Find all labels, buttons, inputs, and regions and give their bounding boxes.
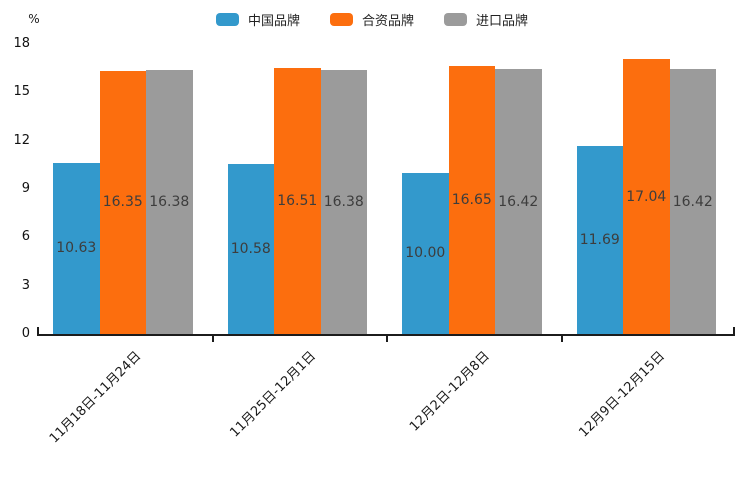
bar-value-label: 16.38: [323, 194, 364, 211]
legend-item-joint[interactable]: 合资品牌: [329, 10, 414, 29]
x-tick-label: 12月2日-12月8日: [407, 348, 494, 435]
legend-label: 合资品牌: [361, 13, 414, 29]
bar-joint: 16.51: [274, 68, 321, 334]
bar-china: 10.00: [402, 172, 449, 334]
bar-value-label: 17.04: [626, 188, 667, 205]
legend-label: 进口品牌: [476, 13, 529, 29]
bar-import: 16.42: [669, 69, 716, 334]
x-axis-endcap: [733, 327, 735, 335]
x-axis-tick: [211, 336, 214, 342]
legend: 中国品牌 合资品牌 进口品牌: [0, 8, 744, 30]
y-tick-label: 9: [21, 181, 30, 196]
bar-value-label: 10.63: [56, 240, 97, 257]
bar-value-label: 16.42: [498, 193, 539, 210]
bar-value-label: 16.65: [451, 191, 492, 208]
x-axis-tick: [560, 336, 563, 342]
bar-group: 10.58 16.51 16.38: [212, 44, 387, 334]
bar-import: 16.38: [146, 70, 193, 334]
y-tick-label: 3: [21, 277, 30, 293]
y-tick-label: 18: [13, 36, 30, 51]
legend-swatch-icon: [444, 12, 467, 26]
legend-item-import[interactable]: 进口品牌: [444, 10, 528, 29]
bar-value-label: 11.69: [579, 231, 620, 248]
bar-joint: 16.35: [99, 70, 146, 334]
bar-value-label: 10.58: [230, 240, 271, 257]
bar-china: 10.58: [227, 163, 274, 334]
bar-group: 10.00 16.65 16.42: [386, 44, 561, 334]
bar-value-label: 16.42: [672, 193, 713, 210]
bar-joint: 16.65: [448, 65, 495, 334]
legend-swatch-icon: [215, 12, 239, 26]
bar-value-label: 16.35: [102, 194, 143, 211]
bar-china: 11.69: [576, 145, 623, 334]
x-axis-labels: 11月18日-11月24日 11月25日-12月1日 12月2日-12月8日 12月9…: [37, 334, 735, 494]
x-tick-label: 11月25日-12月1日: [227, 348, 319, 441]
bar-china: 10.63: [53, 162, 100, 334]
bar-group: 10.63 16.35 16.38: [37, 44, 212, 334]
bar-group: 11.69 17.04 16.42: [561, 44, 736, 334]
legend-swatch-icon: [329, 12, 353, 26]
y-tick-label: 15: [13, 84, 30, 100]
x-axis-tick: [386, 336, 388, 342]
bar-import: 16.38: [320, 70, 367, 334]
y-axis-unit-label: %: [28, 12, 40, 26]
bar-value-label: 16.51: [277, 193, 318, 209]
y-tick-label: 6: [21, 229, 30, 245]
bar-value-label: 16.38: [149, 194, 190, 211]
y-tick-label: 0: [21, 326, 30, 341]
x-axis-line: [37, 334, 735, 336]
plot-area: 10.63 16.35 16.38 10.58 16.51 16.38 10.00 16.65…: [37, 44, 736, 342]
bar-value-label: 10.00: [405, 245, 446, 262]
y-tick-label: 12: [13, 132, 30, 148]
legend-item-china[interactable]: 中国品牌: [215, 10, 300, 29]
bar-joint: 17.04: [623, 59, 670, 334]
x-tick-label: 12月9日-12月15日: [576, 348, 668, 441]
x-axis-endcap: [37, 327, 39, 335]
bar-import: 16.42: [495, 69, 542, 334]
x-tick-label: 11月18日-11月24日: [46, 348, 145, 447]
legend-label: 中国品牌: [247, 13, 300, 29]
